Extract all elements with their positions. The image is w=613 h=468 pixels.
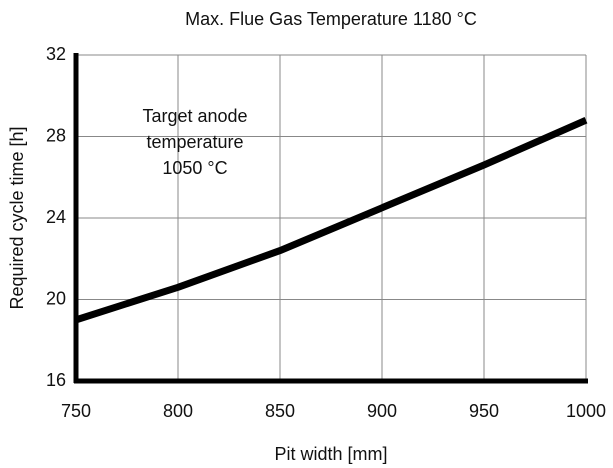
x-tick-label: 1000 bbox=[566, 401, 606, 421]
x-tick-label: 800 bbox=[163, 401, 193, 421]
annotation: 1050 °C bbox=[162, 158, 227, 178]
y-tick-label: 28 bbox=[46, 125, 66, 145]
data-line bbox=[74, 116, 588, 324]
annotation: Target anode bbox=[142, 106, 247, 126]
x-tick-label: 900 bbox=[367, 401, 397, 421]
y-tick-label: 20 bbox=[46, 288, 66, 308]
x-tick-label: 950 bbox=[469, 401, 499, 421]
x-tick-label: 850 bbox=[265, 401, 295, 421]
annotation: temperature bbox=[146, 132, 243, 152]
y-tick-label: 24 bbox=[46, 207, 66, 227]
y-axis-label: Required cycle time [h] bbox=[7, 126, 27, 309]
x-axis-label: Pit width [mm] bbox=[274, 444, 387, 464]
y-tick-label: 16 bbox=[46, 370, 66, 390]
chart-title: Max. Flue Gas Temperature 1180 °C bbox=[185, 9, 477, 29]
y-tick-label: 32 bbox=[46, 44, 66, 64]
x-tick-label: 750 bbox=[61, 401, 91, 421]
